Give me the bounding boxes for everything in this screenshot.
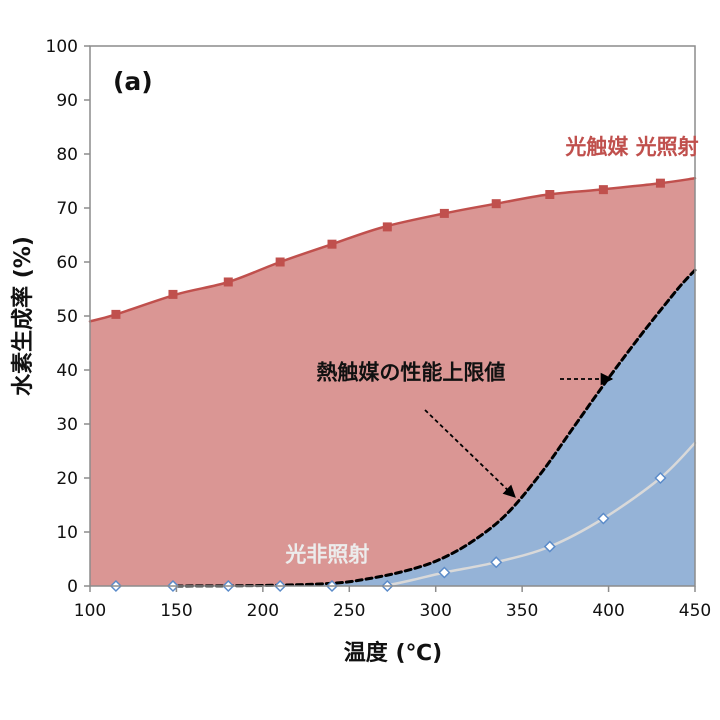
series-0-point-7 <box>491 199 501 209</box>
y-tick-label-50: 50 <box>56 307 78 327</box>
x-tick-label-150: 150 <box>160 601 192 621</box>
x-tick-label-200: 200 <box>247 601 279 621</box>
series-0-point-1 <box>168 289 178 299</box>
series-0-point-10 <box>655 178 665 188</box>
series-2-point-7 <box>490 556 503 569</box>
y-tick-label-10: 10 <box>56 523 78 543</box>
series-0-point-9 <box>598 185 608 195</box>
x-tick-label-450: 450 <box>679 601 711 621</box>
x-tick-label-400: 400 <box>592 601 624 621</box>
series-2-point-8 <box>543 540 556 553</box>
series-0-point-6 <box>439 208 449 218</box>
series-0-point-3 <box>275 257 285 267</box>
series-1-area <box>176 270 695 586</box>
y-tick-label-70: 70 <box>56 199 78 219</box>
y-tick-label-60: 60 <box>56 253 78 273</box>
x-tick-label-250: 250 <box>333 601 365 621</box>
x-tick-label-350: 350 <box>506 601 538 621</box>
panel-label: (a) <box>113 67 153 96</box>
series-2-line <box>382 441 697 588</box>
series-2-point-10 <box>654 471 667 485</box>
y-tick-label-30: 30 <box>56 415 78 435</box>
x-tick-label-100: 100 <box>74 601 106 621</box>
series-0-point-4 <box>327 239 337 249</box>
data-markers <box>109 178 667 593</box>
y-tick-label-80: 80 <box>56 145 78 165</box>
x-axis-title: 温度 (℃) <box>344 640 442 666</box>
y-tick-label-100: 100 <box>46 37 78 57</box>
y-tick-label-90: 90 <box>56 91 78 111</box>
series-0-point-5 <box>382 222 392 232</box>
series-2-point-6 <box>438 566 451 579</box>
y-tick-label-0: 0 <box>67 577 78 597</box>
area-fills <box>90 178 695 587</box>
x-tick-label-300: 300 <box>419 601 451 621</box>
series-2-point-9 <box>597 512 610 525</box>
y-tick-label-20: 20 <box>56 469 78 489</box>
annotation-0: 光触媒 光照射 <box>564 135 698 159</box>
series-0-point-2 <box>223 277 233 287</box>
annotation-2: 光非照射 <box>284 543 369 567</box>
axes: 100 150 200 250 300 350 400 450 0 10 20 30 40 50 60 70 8… <box>46 37 712 621</box>
y-axis-title: 水素生成率 (%) <box>10 236 36 396</box>
y-tick-label-40: 40 <box>56 361 78 381</box>
annotation-1: 熱触媒の性能上限値 <box>316 361 505 385</box>
series-0-point-8 <box>545 190 555 199</box>
series-0-point-0 <box>111 309 121 319</box>
